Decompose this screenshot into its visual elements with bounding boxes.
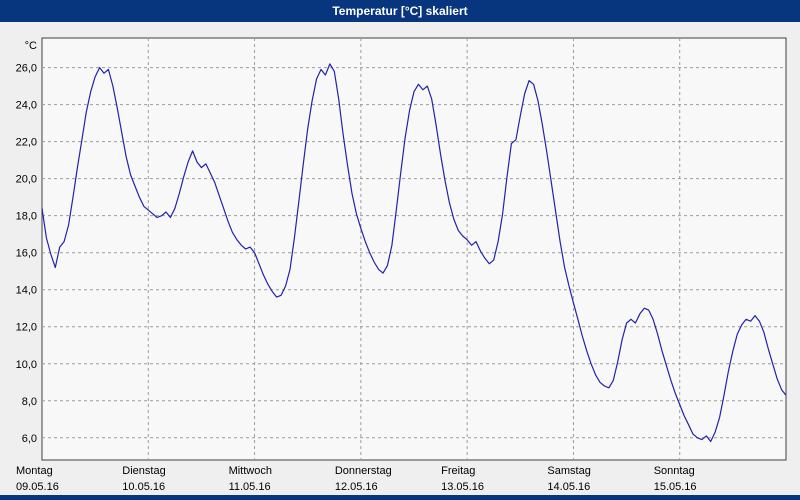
x-day-name-label: Montag	[16, 465, 53, 477]
x-day-date-label: 15.05.16	[654, 481, 697, 493]
x-day-date-label: 11.05.16	[229, 481, 271, 493]
y-tick-label: 26,0	[16, 63, 37, 75]
y-tick-label: 16,0	[16, 248, 37, 260]
x-day-name-label: Samstag	[547, 465, 590, 477]
x-day-name-label: Freitag	[441, 465, 475, 477]
window-bottombar	[0, 495, 800, 500]
y-tick-label: 22,0	[16, 137, 37, 149]
y-tick-label: 18,0	[16, 211, 37, 223]
y-tick-label: 10,0	[16, 359, 37, 371]
x-day-date-label: 14.05.16	[547, 481, 590, 493]
x-day-date-label: 13.05.16	[441, 481, 484, 493]
y-tick-label: 20,0	[16, 174, 37, 186]
y-tick-label: 12,0	[16, 322, 37, 334]
x-day-name-label: Donnerstag	[335, 465, 392, 477]
y-tick-label: 14,0	[16, 285, 37, 297]
y-tick-label: 24,0	[16, 100, 37, 112]
temperature-series-line	[41, 63, 787, 443]
x-day-date-label: 09.05.16	[16, 481, 59, 493]
x-day-date-label: 10.05.16	[122, 481, 165, 493]
window-title: Temperatur [°C] skaliert	[332, 4, 468, 18]
y-tick-label: 8,0	[22, 396, 37, 408]
window-titlebar: Temperatur [°C] skaliert	[0, 0, 800, 22]
x-day-name-label: Sonntag	[654, 465, 695, 477]
y-axis-unit-label: °C	[25, 40, 37, 52]
x-day-name-label: Dienstag	[122, 465, 165, 477]
chart-panel: 26,0 24,0 22,0 20,0 18,0 16,0 14,0 12,0 10,0 8,0 6…	[0, 22, 800, 495]
y-tick-label: 6,0	[22, 433, 37, 445]
plot-area	[41, 37, 787, 461]
x-day-name-label: Mittwoch	[229, 465, 272, 477]
temperature-chart: 26,0 24,0 22,0 20,0 18,0 16,0 14,0 12,0 10,0 8,0 6…	[16, 37, 787, 493]
x-day-date-label: 12.05.16	[335, 481, 378, 493]
